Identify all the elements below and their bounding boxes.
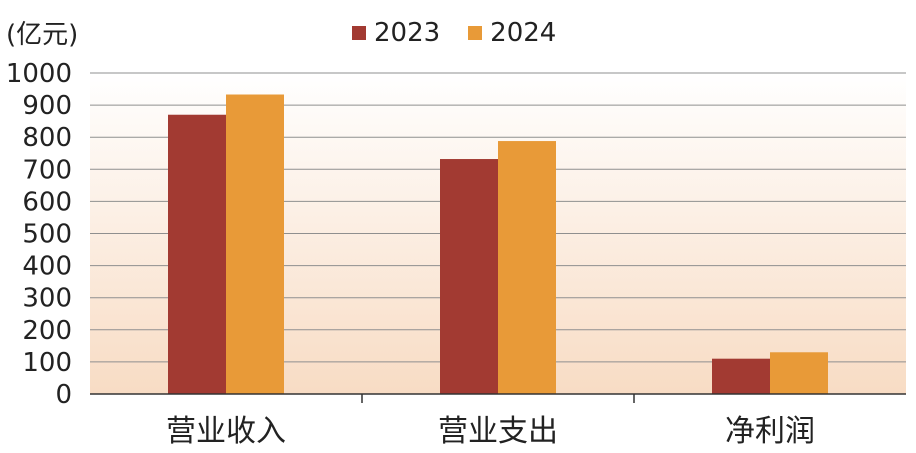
legend: 2023 2024 (352, 18, 556, 48)
y-tick-label-1000: 1000 (6, 59, 72, 89)
y-tick-label-900: 900 (22, 91, 72, 121)
legend-swatch-2023 (352, 26, 366, 40)
y-tick-label-300: 300 (22, 284, 72, 314)
legend-item-2023: 2023 (352, 18, 440, 48)
y-tick-label-0: 0 (55, 380, 72, 410)
legend-item-2024: 2024 (468, 18, 556, 48)
legend-label-2024: 2024 (490, 18, 557, 48)
bar-2023-2 (712, 358, 770, 394)
y-tick-label-400: 400 (22, 252, 72, 282)
x-tick-label-1: 营业支出 (438, 414, 558, 449)
bar-2023-1 (440, 159, 498, 394)
y-tick-label-100: 100 (22, 348, 72, 378)
y-axis-unit-label: (亿元) (6, 20, 79, 50)
y-tick-label-700: 700 (22, 155, 72, 185)
y-tick-label-800: 800 (22, 123, 72, 153)
bar-2024-0 (226, 94, 284, 394)
legend-swatch-2024 (468, 26, 483, 40)
x-tick-label-0: 营业收入 (166, 414, 286, 449)
x-tick-label-2: 净利润 (725, 414, 815, 449)
bar-2023-0 (168, 114, 226, 394)
y-tick-label-600: 600 (22, 187, 72, 217)
bar-2024-1 (498, 141, 556, 394)
y-tick-label-500: 500 (22, 220, 72, 250)
bar-2024-2 (770, 352, 828, 394)
legend-label-2023: 2023 (374, 18, 441, 48)
y-tick-label-200: 200 (22, 316, 72, 346)
